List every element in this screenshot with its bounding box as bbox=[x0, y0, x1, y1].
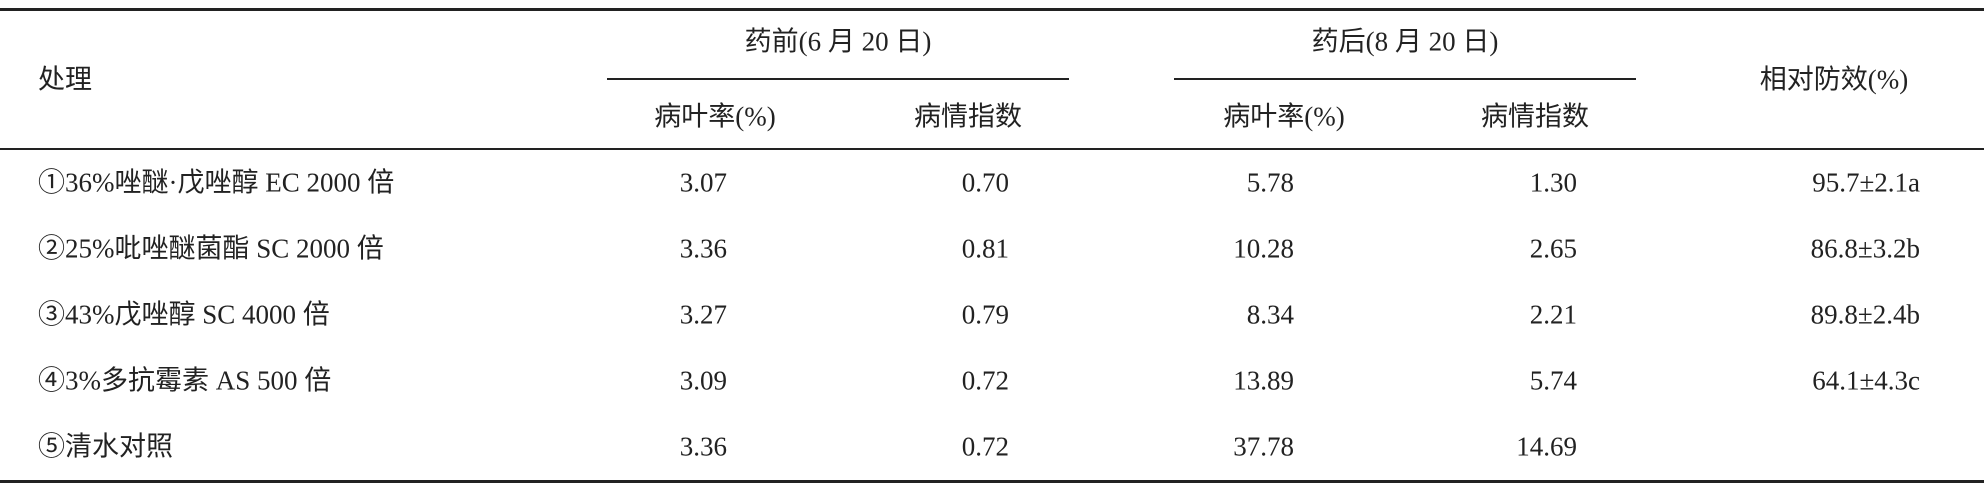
value-cell: 0.72 bbox=[961, 431, 1009, 462]
value-cell: 86.8±3.2b bbox=[1810, 233, 1920, 264]
value-cell: 5.74 bbox=[1529, 365, 1577, 396]
header-group: 药前(6 月 20 日) bbox=[744, 26, 932, 57]
value-cell: 0.72 bbox=[961, 365, 1009, 396]
treatment-cell: ①36%唑醚·戊唑醇 EC 2000 倍 bbox=[38, 167, 395, 198]
treatment-cell: ④3%多抗霉素 AS 500 倍 bbox=[38, 365, 332, 396]
value-cell: 2.21 bbox=[1529, 299, 1577, 330]
header-cell: 相对防效(%) bbox=[1759, 64, 1909, 95]
value-cell: 3.07 bbox=[679, 167, 727, 198]
value-cell: 3.36 bbox=[679, 431, 727, 462]
value-cell: 14.69 bbox=[1516, 431, 1577, 462]
treatment-cell: ③43%戊唑醇 SC 4000 倍 bbox=[38, 299, 330, 330]
value-cell: 1.30 bbox=[1529, 167, 1577, 198]
value-cell: 2.65 bbox=[1529, 233, 1577, 264]
value-cell: 0.70 bbox=[961, 167, 1009, 198]
header-cell: 病情指数 bbox=[1481, 101, 1589, 132]
value-cell: 89.8±2.4b bbox=[1810, 299, 1920, 330]
value-cell: 3.27 bbox=[679, 299, 727, 330]
header-cell: 病叶率(%) bbox=[654, 101, 776, 132]
header-cell: 处理 bbox=[38, 64, 92, 95]
value-cell: 13.89 bbox=[1233, 365, 1294, 396]
value-cell: 3.36 bbox=[679, 233, 727, 264]
value-cell: 3.09 bbox=[679, 365, 727, 396]
header-group: 药后(8 月 20 日) bbox=[1311, 26, 1499, 57]
value-cell: 5.78 bbox=[1246, 167, 1294, 198]
value-cell: 64.1±4.3c bbox=[1812, 365, 1920, 396]
treatment-cell: ②25%吡唑醚菌酯 SC 2000 倍 bbox=[38, 233, 384, 264]
value-cell: 0.81 bbox=[961, 233, 1009, 264]
header-cell: 病情指数 bbox=[914, 101, 1022, 132]
header-rule bbox=[0, 148, 1984, 150]
value-cell: 0.79 bbox=[961, 299, 1009, 330]
bottom-rule bbox=[0, 480, 1984, 483]
treatment-cell: ⑤清水对照 bbox=[38, 431, 173, 462]
top-rule bbox=[0, 8, 1984, 11]
header-cell: 病叶率(%) bbox=[1223, 101, 1345, 132]
value-cell: 10.28 bbox=[1233, 233, 1294, 264]
value-cell: 95.7±2.1a bbox=[1812, 167, 1920, 198]
group-rule bbox=[1174, 78, 1636, 80]
value-cell: 8.34 bbox=[1246, 299, 1294, 330]
group-rule bbox=[607, 78, 1069, 80]
value-cell: 37.78 bbox=[1233, 431, 1294, 462]
